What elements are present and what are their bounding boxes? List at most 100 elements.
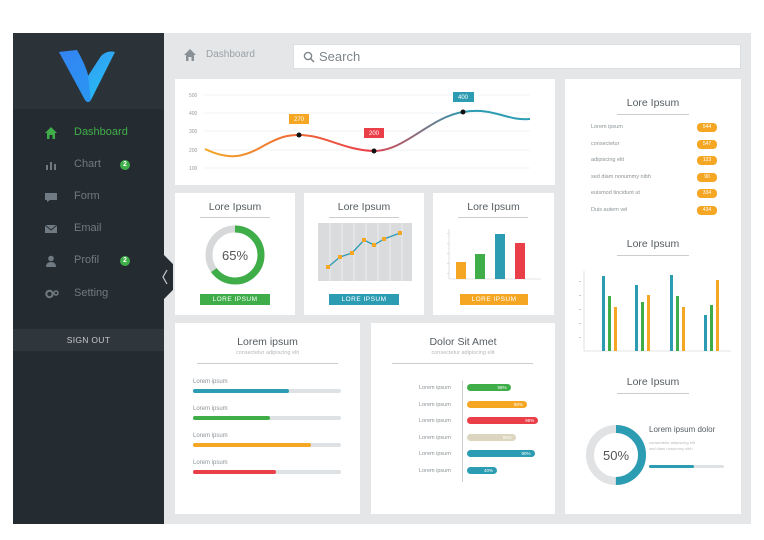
callout-box — [453, 92, 474, 102]
sidebar-item-label: Profil — [74, 254, 100, 266]
ring-heading: Lorem ipsum dolor — [649, 425, 716, 434]
notification-badge: 2 — [120, 160, 130, 170]
list-item-label: sed diam nonummy nibh — [591, 173, 651, 180]
data-point — [296, 132, 302, 138]
progress-track — [193, 443, 341, 447]
hbar-value: 58% — [497, 385, 507, 390]
ring-desc: sed diam nonummy nibh — [649, 446, 693, 451]
notification-badge: 2 — [120, 256, 130, 266]
progress-label: Lorem ipsum — [193, 433, 228, 439]
bar-group — [704, 280, 719, 351]
donut-value: 65% — [222, 248, 248, 263]
email-icon — [44, 224, 58, 233]
search-input[interactable]: Search — [293, 44, 741, 69]
card-title: Lore Ipsum — [626, 97, 680, 109]
list-item-label: consectetur — [591, 140, 620, 147]
divider — [392, 363, 533, 364]
lore-ipsum-button[interactable]: LORE IPSUM — [460, 294, 528, 305]
bars-card: Lore Ipsum LORE IPSUM — [433, 193, 554, 315]
progress-label: Lorem ipsum — [193, 406, 228, 412]
data-point — [350, 251, 354, 255]
sidebar-item-email[interactable]: Email — [13, 216, 164, 242]
sidebar: Dashboard Chart 2 Form Email Profil 2 Se… — [13, 33, 164, 524]
list-item-badge: 547 — [697, 139, 717, 149]
ring-value: 50% — [603, 448, 629, 463]
progress-fill — [193, 470, 276, 474]
sidebar-item-chart[interactable]: Chart 2 — [13, 152, 164, 178]
bar — [515, 243, 525, 279]
search-icon — [303, 51, 315, 63]
hbar-label: Lorem ipsum — [419, 418, 451, 424]
sidebar-item-label: Chart — [74, 158, 101, 170]
hbar-value: 80% — [513, 401, 523, 407]
sidebar-item-form[interactable]: Form — [13, 184, 164, 210]
line-graph-card: Lore Ipsum LORE IPSUM — [304, 193, 424, 315]
ring-progress-track — [649, 465, 724, 468]
divider — [617, 255, 689, 256]
divider — [617, 114, 689, 115]
card-title: Lore Ipsum — [467, 201, 520, 213]
card-subtitle: consectetur adipiscing elit — [431, 350, 495, 356]
ring-progress-arc — [586, 425, 646, 485]
ring-chart: 50% — [586, 425, 646, 485]
donut-card: Lore Ipsum 65% LORE IPSUM — [175, 193, 295, 315]
hbar-label: Lorem ipsum — [419, 385, 451, 391]
form-icon — [45, 193, 57, 202]
data-point — [372, 243, 376, 247]
bar — [456, 262, 466, 279]
home-icon — [45, 127, 57, 139]
list-item-label: euismod tincidunt ut — [591, 190, 640, 196]
card-title: Lore Ipsum — [626, 238, 680, 250]
progress-track — [193, 389, 341, 393]
progress-track — [193, 470, 341, 474]
bar-group — [670, 275, 685, 351]
list-item-badge: 544 — [697, 123, 717, 132]
callout-box — [364, 128, 384, 138]
list-item-label: adipiscing elit — [591, 157, 625, 163]
list-item-badge: 123 — [697, 156, 717, 165]
hbar-value: 95% — [525, 418, 535, 423]
hbar: 90% — [467, 450, 535, 457]
card-title: Lore Ipsum — [626, 376, 680, 388]
sidebar-item-label: Dashboard — [74, 126, 128, 138]
hbar-value: 40% — [483, 467, 493, 473]
sidebar-item-setting[interactable]: Setting — [13, 281, 164, 307]
data-point — [382, 237, 386, 241]
divider — [329, 217, 399, 218]
hbar: 80% — [467, 400, 527, 408]
list-item-label: Duis autem vel — [591, 206, 628, 213]
lore-ipsum-button[interactable]: LORE IPSUM — [200, 294, 270, 305]
bar-chart-icon — [46, 162, 56, 170]
logo-icon — [59, 50, 115, 102]
data-point — [398, 231, 402, 235]
breadcrumb: Dashboard — [206, 49, 255, 60]
hbar: 95% — [467, 417, 539, 424]
card-title: Lore Ipsum — [208, 201, 262, 213]
list-item-badge: 434 — [697, 205, 717, 215]
sidebar-item-dashboard[interactable]: Dashboard — [13, 120, 164, 146]
list-item-label: Lorem ipsum — [591, 124, 623, 130]
home-icon[interactable] — [183, 48, 197, 62]
collapse-sidebar-tab[interactable] — [163, 254, 173, 300]
divider — [200, 217, 270, 218]
hbar-label: Lorem ipsum — [419, 467, 451, 474]
hbar-value: 90% — [521, 451, 531, 456]
line-series — [204, 109, 531, 158]
lore-ipsum-button[interactable]: LORE IPSUM — [329, 294, 399, 305]
sign-out-button[interactable]: SIGN OUT — [13, 329, 164, 351]
search-placeholder: Search — [319, 49, 361, 64]
chevron-left-icon[interactable] — [161, 268, 169, 286]
bar-group — [635, 285, 650, 351]
list-item-badge: 90 — [697, 172, 717, 182]
mini-bar-chart — [447, 229, 541, 280]
ring-desc: consectetur adipiscing elit — [649, 440, 695, 445]
user-icon — [46, 255, 56, 267]
bar — [495, 234, 505, 279]
sidebar-item-profil[interactable]: Profil 2 — [13, 248, 164, 274]
hbar: 40% — [467, 466, 497, 474]
sidebar-item-label: Setting — [74, 287, 109, 299]
progress-fill — [193, 416, 270, 420]
progress-fill — [193, 389, 290, 393]
data-point — [326, 265, 330, 269]
donut-progress-arc — [205, 225, 265, 285]
